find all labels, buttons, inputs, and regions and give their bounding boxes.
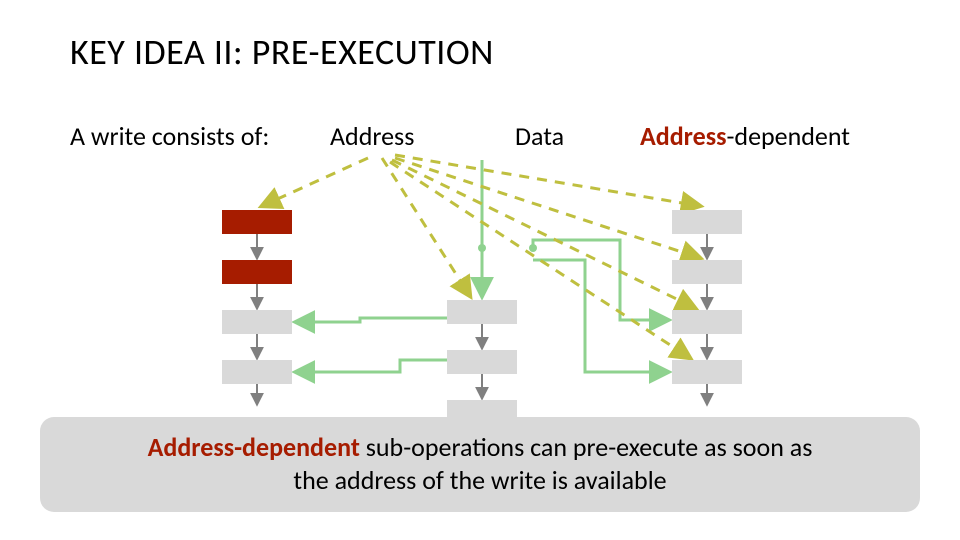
banner-rest1: sub-operations can pre-execute as soon a… — [360, 431, 813, 463]
right-column — [672, 210, 742, 404]
bottom-banner: Address-dependent sub-operations can pre… — [40, 417, 920, 512]
left-column — [222, 210, 292, 404]
banner-prefix: Address-dependent — [148, 431, 360, 463]
banner-rest2: the address of the write is available — [293, 464, 666, 496]
